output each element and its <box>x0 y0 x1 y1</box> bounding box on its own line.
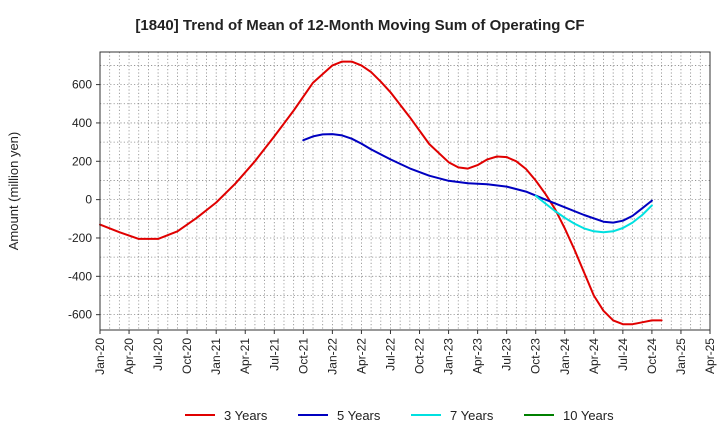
legend-label-3-years: 3 Years <box>224 408 268 423</box>
y-tick-label: -600 <box>68 308 92 322</box>
y-tick-label: -200 <box>68 231 92 245</box>
legend-label-5-years: 5 Years <box>337 408 381 423</box>
plot-frame <box>99 51 711 331</box>
x-tick-label: Jul-24 <box>616 338 630 371</box>
x-tick-label: Jul-23 <box>500 338 514 371</box>
chart-title: [1840] Trend of Mean of 12-Month Moving … <box>135 17 584 34</box>
x-tick-label: Apr-24 <box>587 338 601 374</box>
x-tick-label: Jan-21 <box>209 338 223 375</box>
legend-label-10-years: 10 Years <box>563 408 614 423</box>
y-tick-label: 400 <box>72 116 92 130</box>
x-tick-label: Apr-25 <box>703 338 717 374</box>
grid <box>99 52 711 330</box>
series-line-3-years <box>99 60 663 326</box>
x-tick-label: Jan-22 <box>325 338 339 375</box>
x-tick-label: Oct-21 <box>296 338 310 374</box>
legend: 3 Years 5 Years 7 Years 10 Years <box>185 408 614 423</box>
y-tick-label: 600 <box>72 78 92 92</box>
y-tick-label: 200 <box>72 154 92 168</box>
x-tick-label: Apr-23 <box>471 338 485 374</box>
x-tick-label: Apr-22 <box>354 338 368 374</box>
x-tick-label: Jul-22 <box>383 338 397 371</box>
x-tick-label: Jul-20 <box>151 338 165 371</box>
x-tick-label: Oct-22 <box>413 338 427 374</box>
y-tick-label: -400 <box>68 269 92 283</box>
x-tick-label: Apr-20 <box>122 338 136 374</box>
axes: -600 -400 -200 0 200 400 600 Jan-20 Apr-20 Jul-20… <box>68 51 717 375</box>
x-tick-label: Oct-23 <box>529 338 543 374</box>
legend-label-7-years: 7 Years <box>450 408 494 423</box>
plot-area <box>100 52 710 330</box>
x-tick-label: Apr-21 <box>238 338 252 374</box>
x-tick-label: Jan-24 <box>558 338 572 375</box>
x-tick-label: Jan-23 <box>442 338 456 375</box>
plot-background <box>100 52 710 330</box>
series-layer <box>99 60 663 326</box>
x-tick-label: Oct-20 <box>180 338 194 374</box>
y-axis-label: Amount (million yen) <box>6 132 21 251</box>
x-tick-label: Jul-21 <box>267 338 281 371</box>
series-line-5-years <box>302 133 653 224</box>
series-line-7-years <box>534 194 653 234</box>
x-tick-label: Jan-25 <box>674 338 688 375</box>
x-tick-label: Jan-20 <box>93 338 107 375</box>
x-tick-label: Oct-24 <box>645 338 659 374</box>
y-tick-label: 0 <box>85 193 92 207</box>
